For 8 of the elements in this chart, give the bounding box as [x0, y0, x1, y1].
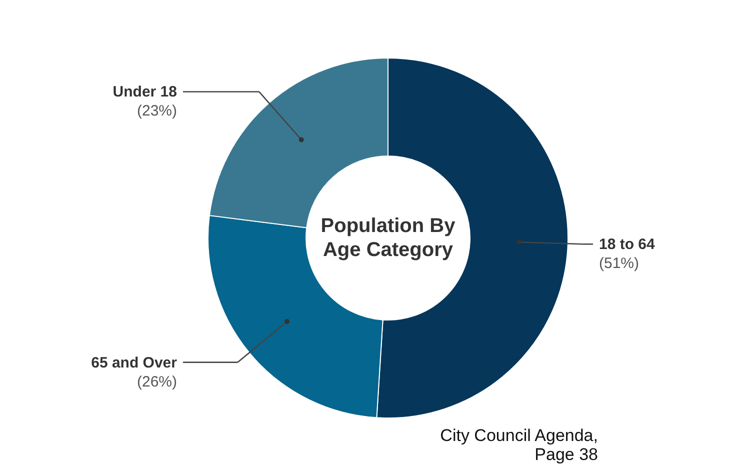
- text: City Council Agenda, Page 38: [440, 426, 598, 464]
- slice-label: 65 and Over: [91, 354, 178, 372]
- data-label: (26%): [136, 373, 177, 390]
- slice-label: Under 18: [112, 84, 177, 101]
- data-label: (23%): [136, 102, 177, 120]
- data-label: (51%): [599, 255, 640, 272]
- slice-label: 18 to 64: [599, 236, 656, 254]
- text: Population By Age Category: [320, 215, 456, 261]
